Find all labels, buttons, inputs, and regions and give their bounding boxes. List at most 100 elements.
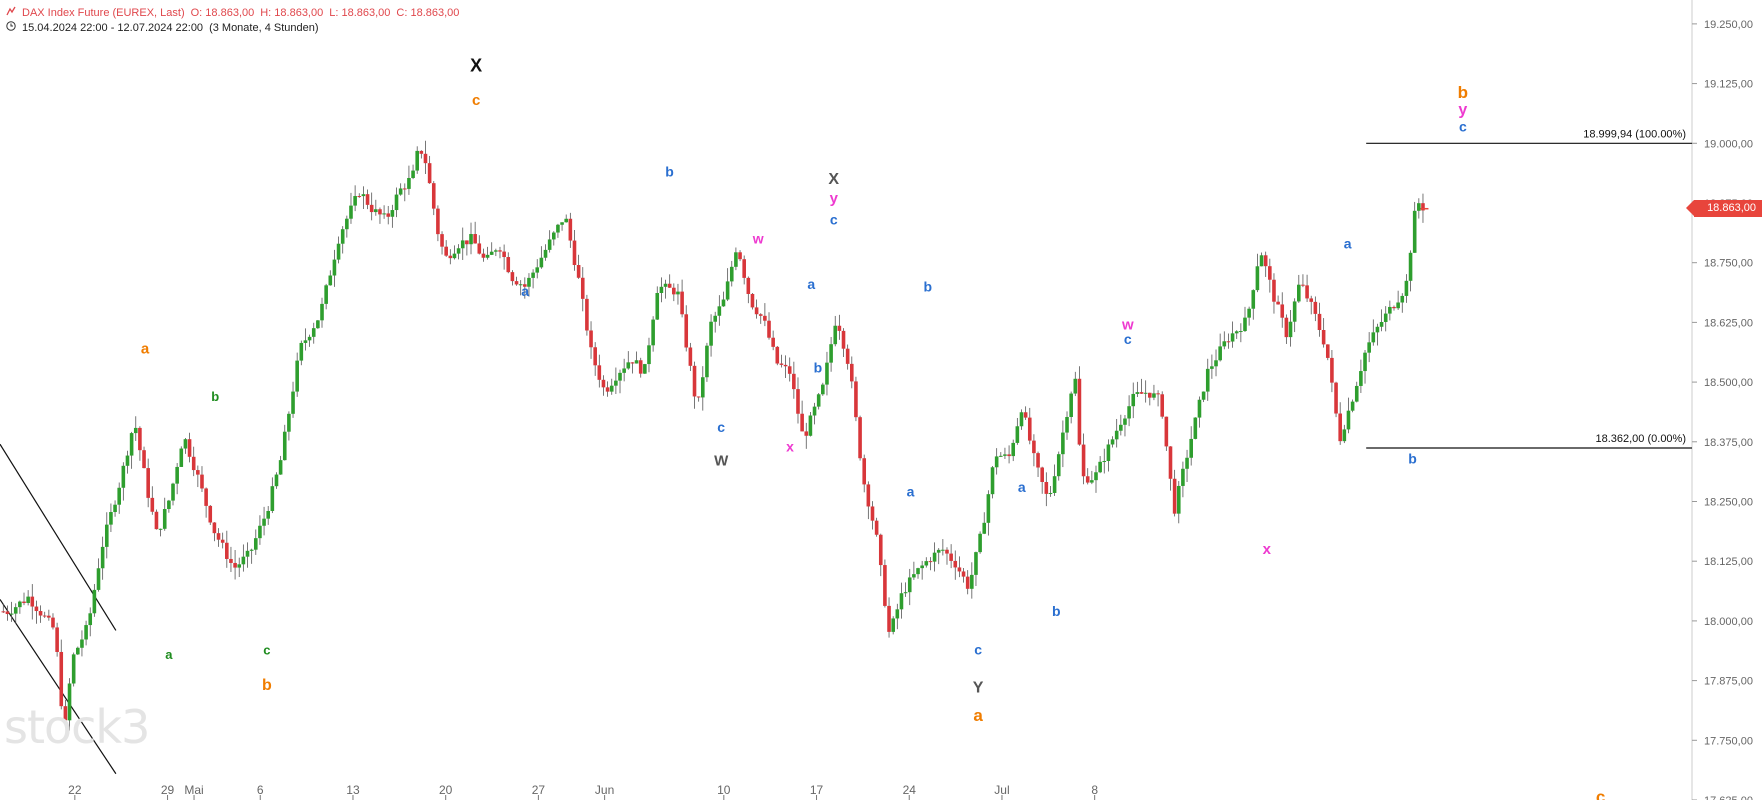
candle-body [55,627,59,652]
candle-body [121,465,126,488]
candle-body [700,377,705,398]
candle-body [1106,444,1111,462]
wave-label: W [714,453,729,470]
x-tick-label: 29 [161,783,175,797]
wave-label: c [263,642,270,657]
candle-body [100,546,105,569]
y-tick-label: 19.250,00 [1704,19,1753,31]
wave-label: c [1124,331,1132,347]
candle-body [1309,298,1314,302]
candle-body [179,448,184,467]
candle-body [680,291,684,315]
wave-label: a [1344,235,1352,251]
candle-body [862,458,867,485]
x-tick-label: 22 [68,783,82,797]
candle-body [51,617,55,628]
y-tick-label: 19.000,00 [1704,138,1753,150]
candle-body [974,552,978,575]
candle-body [1176,485,1181,514]
candle-body [13,607,18,614]
candle-body [1210,366,1214,369]
candle-body [1011,442,1016,457]
candle-body [59,651,64,707]
candle-body [560,222,564,225]
candle-body [1156,393,1160,395]
candle-body [1218,346,1222,361]
candle-body [42,615,47,617]
candle-body [167,500,171,510]
candle-body [676,291,680,295]
candle-body [1048,492,1053,494]
candle-body [104,524,109,547]
y-tick-label: 17.625,00 [1704,795,1753,800]
candle-body [1288,321,1293,338]
x-tick-label: Jun [595,783,614,797]
y-tick-label: 18.750,00 [1704,258,1753,270]
candle-body [208,505,213,523]
wave-label: X [470,56,482,76]
wave-label: w [752,231,764,247]
wave-label: b [262,677,272,694]
candle-body [659,286,664,293]
candle-body [1222,341,1227,347]
candle-body [1342,429,1347,442]
candle-body [721,299,726,307]
candle-body [663,283,668,287]
candle-body [1172,478,1177,514]
candle-body [547,239,552,250]
candle-body [920,565,924,569]
candle-body [1234,331,1239,334]
candle-body [783,364,788,367]
x-tick-label: 27 [532,783,546,797]
candle-body [887,605,891,632]
candle-body [1160,394,1165,417]
channel-line[interactable] [0,443,117,631]
x-tick-label: 8 [1091,783,1098,797]
candle-body [382,213,386,215]
candle-body [1412,210,1417,253]
candle-body [622,368,626,373]
wave-label: c [717,419,725,435]
candle-body [287,413,291,432]
candle-body [932,552,937,562]
candle-body [1247,308,1251,318]
candle-body [30,596,35,607]
candle-body [80,639,84,648]
candle-body [1032,440,1036,454]
candle-body [133,427,138,434]
candle-body [1040,467,1044,482]
candle-body [729,266,734,282]
candle-body [146,468,150,498]
candle-body [336,243,341,260]
candle-body [870,506,875,521]
candle-body [738,252,742,260]
candle-body [775,346,780,364]
candle-body [912,574,916,578]
wave-label: b [665,164,674,180]
high-value: H: 18.863,00 [260,7,324,19]
candle-body [1400,295,1405,303]
x-tick-label: 6 [257,783,264,797]
candle-body [1123,418,1127,425]
candle-body [18,601,22,608]
candle-body [1189,438,1193,458]
wave-label: a [807,276,815,292]
candle-body [1044,481,1049,494]
candle-body [812,406,817,416]
candle-body [854,381,858,418]
candle-body [1135,392,1140,394]
candle-body [618,372,622,381]
candle-body [1371,332,1376,343]
candle-body [473,234,477,244]
candle-body [1073,378,1078,394]
candle-body [1119,424,1123,431]
channel-line[interactable] [0,599,117,775]
candle-body [270,486,275,511]
candle-body [204,488,208,506]
candle-body [415,150,420,171]
candle-body [291,391,295,414]
chart-header-ohlc: DAX Index Future (EUREX, Last) O: 18.863,… [6,6,465,19]
candle-body [961,571,966,577]
